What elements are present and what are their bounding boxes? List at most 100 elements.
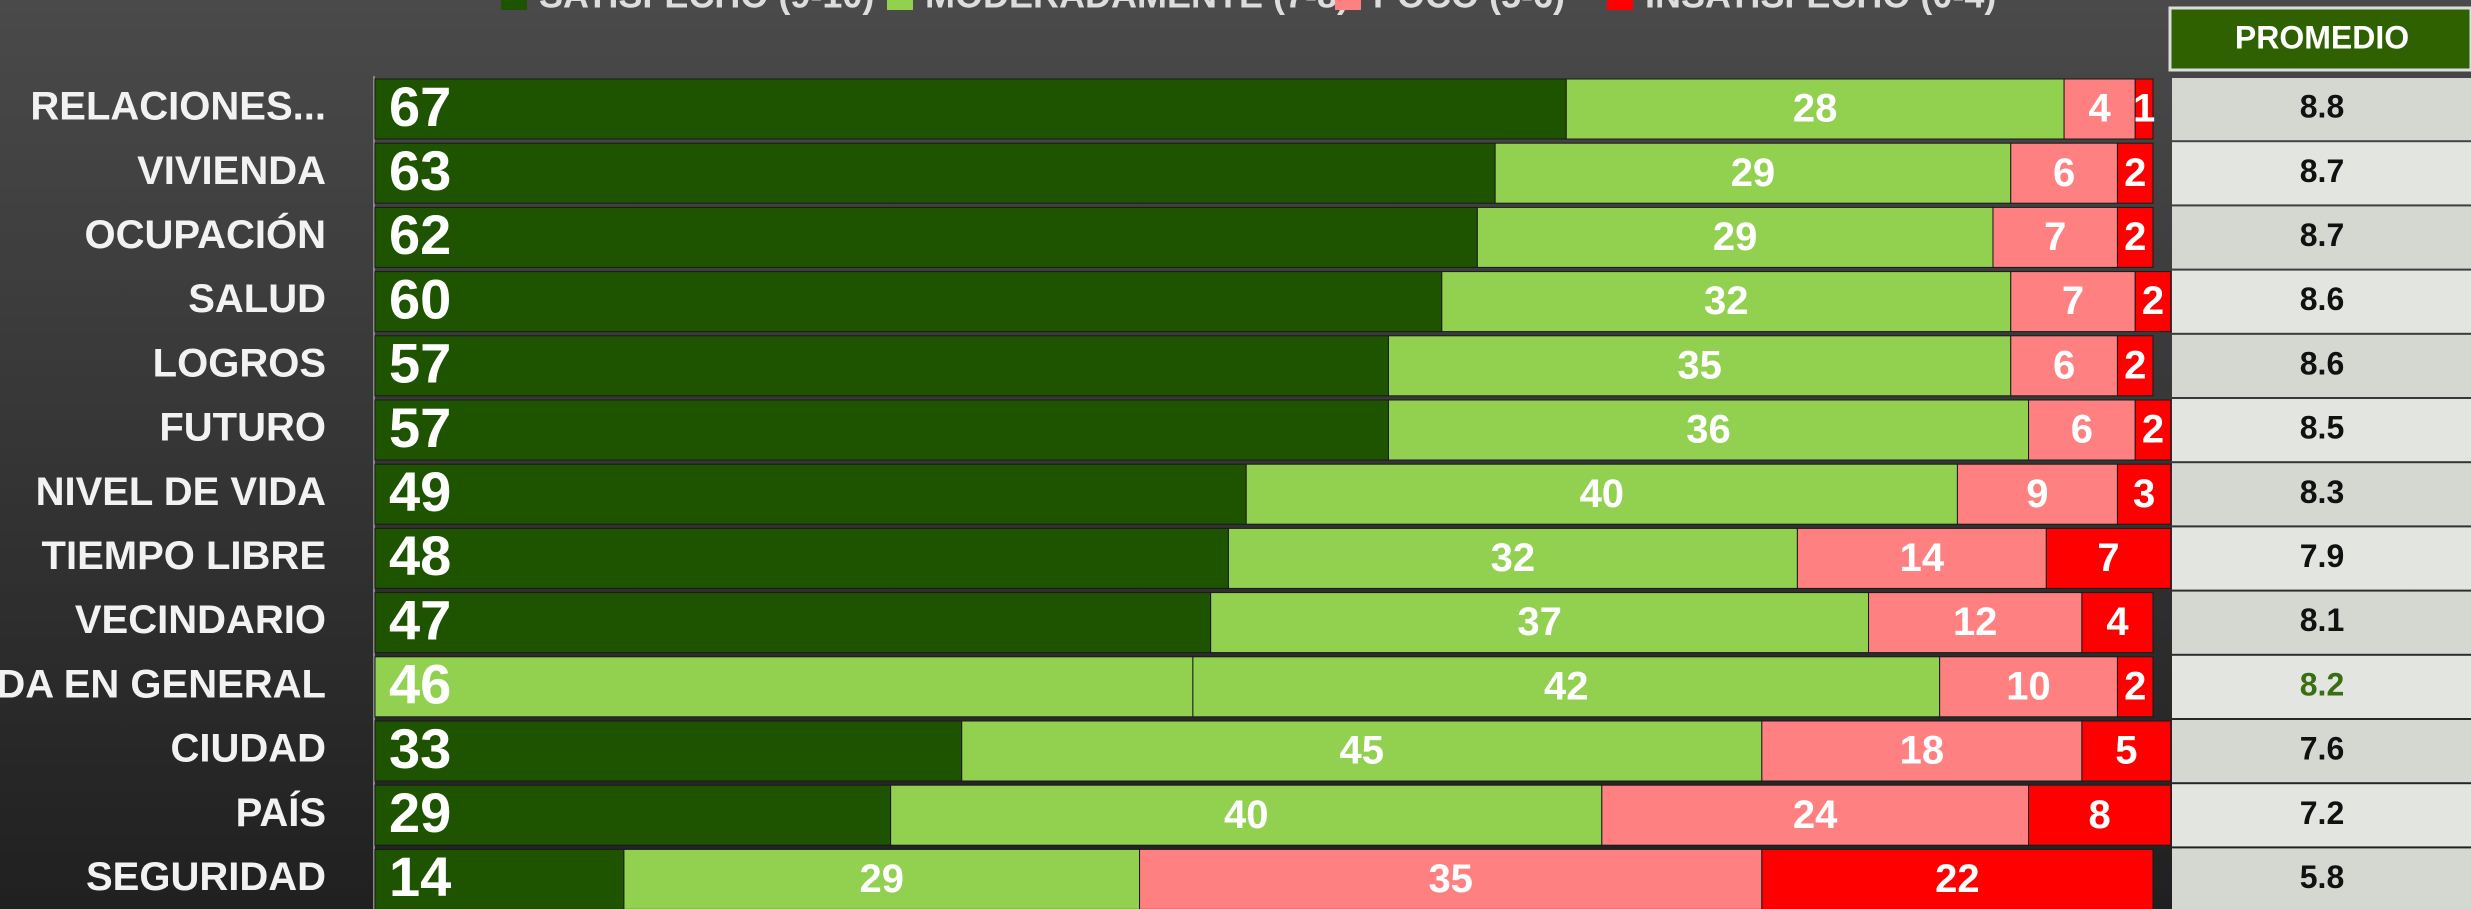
bar-segment xyxy=(374,848,625,909)
bar-segment xyxy=(374,720,963,782)
bar-segment xyxy=(623,848,1141,909)
value-label: 29 xyxy=(389,781,451,844)
value-label: 2 xyxy=(2142,408,2164,452)
value-label: 4 xyxy=(2089,87,2112,131)
bar-segment xyxy=(374,527,1229,589)
bar-segment xyxy=(374,78,1567,140)
value-label: 35 xyxy=(1428,857,1473,901)
bar-segment xyxy=(1476,206,1994,268)
bar-segment xyxy=(2134,399,2172,461)
value-label: 12 xyxy=(1953,600,1998,644)
value-label: 9 xyxy=(2026,472,2048,516)
table-cell xyxy=(2172,206,2471,269)
value-label: 2 xyxy=(2124,215,2146,259)
bar-segment xyxy=(374,784,892,846)
value-label: 48 xyxy=(389,524,451,587)
bar-segment xyxy=(2116,335,2154,397)
value-label: 2 xyxy=(2124,664,2146,708)
category-label: RELACIONES... xyxy=(30,85,326,129)
table-header: PROMEDIO xyxy=(2235,19,2409,55)
value-label: 32 xyxy=(1704,279,1749,323)
table-cell xyxy=(2172,463,2471,526)
value-label: 49 xyxy=(389,460,451,523)
bar-segment xyxy=(374,656,1194,718)
bar-segment xyxy=(1868,592,2083,654)
value-label: 14 xyxy=(1900,536,1945,580)
value-label: 57 xyxy=(389,332,451,395)
value-label: 10 xyxy=(2006,664,2051,708)
value-label: 63 xyxy=(389,139,451,202)
value-label: 7 xyxy=(2044,215,2066,259)
bar-segment xyxy=(2116,142,2154,204)
category-label: CIUDAD xyxy=(170,727,326,771)
bar-segment xyxy=(2028,399,2136,461)
bar-segment xyxy=(374,271,1443,333)
table-cell xyxy=(2172,334,2471,397)
category-label: VIDA EN GENERAL xyxy=(0,662,326,706)
bar-segment xyxy=(374,399,1389,461)
bar-segment xyxy=(374,463,1247,525)
value-label: 45 xyxy=(1340,729,1385,773)
bar-segment xyxy=(2010,271,2136,333)
legend-label: INSATISFECHO (0-4) xyxy=(1645,0,1996,16)
value-label: 6 xyxy=(2053,151,2075,195)
table-cell xyxy=(2172,270,2471,333)
category-label: OCUPACIÓN xyxy=(85,211,326,257)
value-label: 42 xyxy=(1544,664,1589,708)
table-value: 8.2 xyxy=(2300,666,2344,702)
bar-segment xyxy=(1565,78,2065,140)
value-label: 1 xyxy=(2133,87,2155,131)
bar-segment xyxy=(1387,399,2030,461)
bar-segment xyxy=(2081,592,2154,654)
category-label: TIEMPO LIBRE xyxy=(42,534,326,578)
category-label: NIVEL DE VIDA xyxy=(36,470,326,514)
value-label: 14 xyxy=(389,845,451,908)
value-label: 2 xyxy=(2142,279,2164,323)
legend-swatch xyxy=(887,0,913,10)
value-label: 6 xyxy=(2053,343,2075,387)
value-label: 29 xyxy=(1731,151,1776,195)
legend-label: POCO (5-6) xyxy=(1373,0,1565,16)
table-value: 8.7 xyxy=(2300,217,2344,253)
table-value: 8.8 xyxy=(2300,89,2344,125)
value-label: 62 xyxy=(389,203,451,266)
bar-segment xyxy=(1494,142,2012,204)
bar-segment xyxy=(1796,527,2047,589)
table-value: 8.1 xyxy=(2300,602,2344,638)
table-value: 7.9 xyxy=(2300,538,2344,574)
table-header-bg xyxy=(2168,6,2471,72)
value-label: 29 xyxy=(859,857,904,901)
bar-segment xyxy=(2045,527,2172,589)
value-label: 37 xyxy=(1517,600,1562,644)
value-label: 28 xyxy=(1793,87,1838,131)
bar-segment xyxy=(1192,656,1941,718)
value-label: 2 xyxy=(2124,343,2146,387)
table-value: 5.8 xyxy=(2300,859,2344,895)
value-label: 33 xyxy=(389,717,451,780)
bar-segment xyxy=(374,592,1212,654)
category-label: VIVIENDA xyxy=(137,149,326,193)
value-label: 29 xyxy=(1713,215,1758,259)
value-label: 60 xyxy=(389,267,451,330)
bar-segment xyxy=(2116,206,2154,268)
legend-label: SATISFECHO (9-10) xyxy=(539,0,874,16)
table-value: 8.6 xyxy=(2300,345,2344,381)
category-label: LOGROS xyxy=(153,341,326,385)
bar-segment xyxy=(1210,592,1870,654)
legend-swatch xyxy=(501,0,527,10)
bar-segment xyxy=(1956,463,2118,525)
legend-swatch xyxy=(1607,0,1633,10)
value-label: 36 xyxy=(1686,408,1731,452)
value-label: 3 xyxy=(2133,472,2155,516)
table-value: 8.6 xyxy=(2300,281,2344,317)
bar-segment xyxy=(374,335,1389,397)
table-cell xyxy=(2172,399,2471,462)
bar-segment xyxy=(2134,78,2154,140)
value-label: 46 xyxy=(389,653,451,716)
category-label: FUTURO xyxy=(159,406,326,450)
table-value: 8.5 xyxy=(2300,410,2344,446)
table-value: 7.6 xyxy=(2300,731,2344,767)
value-label: 47 xyxy=(389,588,451,651)
value-label: 24 xyxy=(1793,793,1838,837)
table-cell xyxy=(2172,784,2471,847)
